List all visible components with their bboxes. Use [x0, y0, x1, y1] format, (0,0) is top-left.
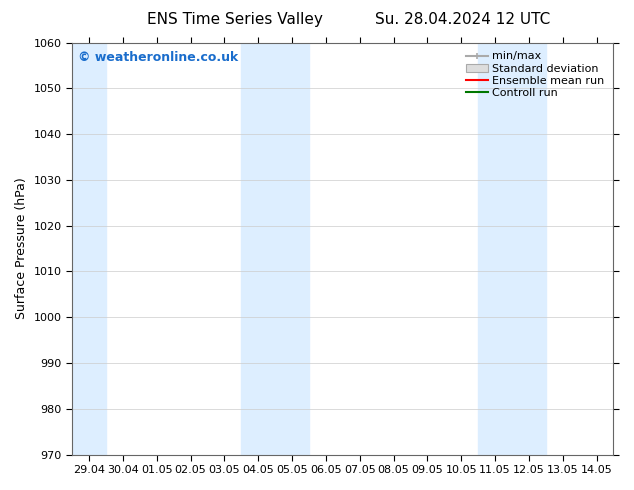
Bar	[72, 43, 106, 455]
Bar	[478, 43, 546, 455]
Y-axis label: Surface Pressure (hPa): Surface Pressure (hPa)	[15, 178, 28, 319]
Text: Su. 28.04.2024 12 UTC: Su. 28.04.2024 12 UTC	[375, 12, 550, 27]
Legend: min/max, Standard deviation, Ensemble mean run, Controll run: min/max, Standard deviation, Ensemble me…	[462, 48, 608, 101]
Text: ENS Time Series Valley: ENS Time Series Valley	[146, 12, 323, 27]
Bar	[242, 43, 309, 455]
Text: © weatheronline.co.uk: © weatheronline.co.uk	[77, 51, 238, 64]
